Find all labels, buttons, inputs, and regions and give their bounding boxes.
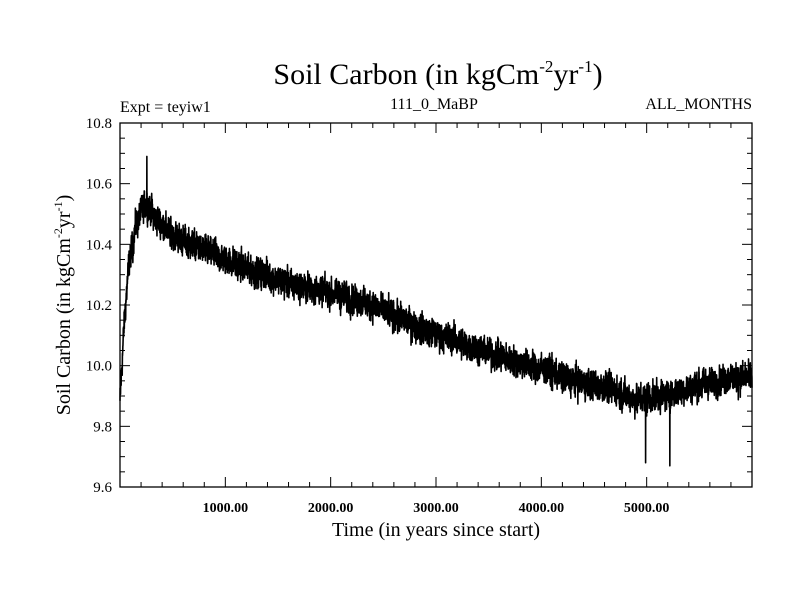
y-tick-label: 9.8 (93, 419, 112, 435)
ylabel-main: Soil Carbon (in kgCm (53, 238, 75, 416)
y-axis-label: Soil Carbon (in kgCm-2yr-1) (51, 195, 75, 416)
y-tick-label: 10.6 (86, 177, 113, 193)
title-main: Soil Carbon (in kgCm (273, 58, 539, 91)
axis-ticks (120, 123, 752, 487)
title-sup2: -1 (578, 57, 592, 76)
title-mid: yr (553, 58, 578, 91)
x-tick-label: 2000.00 (308, 501, 354, 516)
y-tick-label: 9.6 (93, 480, 112, 496)
x-tick-label: 5000.00 (624, 501, 670, 516)
series-line-soil-carbon (119, 155, 753, 467)
ylabel-sup1: -2 (51, 228, 65, 238)
chart-title: Soil Carbon (in kgCm-2yr-1) (273, 57, 602, 91)
x-tick-label: 4000.00 (519, 501, 565, 516)
ylabel-sup2: -1 (51, 201, 65, 211)
y-tick-labels: 9.6 9.8 10.0 10.2 10.4 10.6 10.8 (86, 116, 113, 496)
plot-frame (119, 122, 753, 488)
title-sup1: -2 (539, 57, 553, 76)
ylabel-close: ) (53, 195, 75, 202)
subtitle-period: 111_0_MaBP (390, 96, 478, 113)
subtitle-months: ALL_MONTHS (645, 96, 752, 113)
x-tick-label: 3000.00 (413, 501, 459, 516)
y-tick-label: 10.2 (86, 298, 112, 314)
title-close: ) (593, 58, 603, 91)
subtitle-experiment: Expt = teyiw1 (120, 99, 211, 116)
y-tick-label: 10.0 (86, 359, 112, 375)
ylabel-mid: yr (53, 211, 75, 228)
x-tick-labels: 1000.00 2000.00 3000.00 4000.00 5000.00 (203, 501, 670, 516)
x-tick-label: 1000.00 (203, 501, 249, 516)
y-tick-label: 10.8 (86, 116, 112, 132)
y-tick-label: 10.4 (86, 237, 113, 253)
x-axis-label: Time (in years since start) (332, 519, 540, 541)
